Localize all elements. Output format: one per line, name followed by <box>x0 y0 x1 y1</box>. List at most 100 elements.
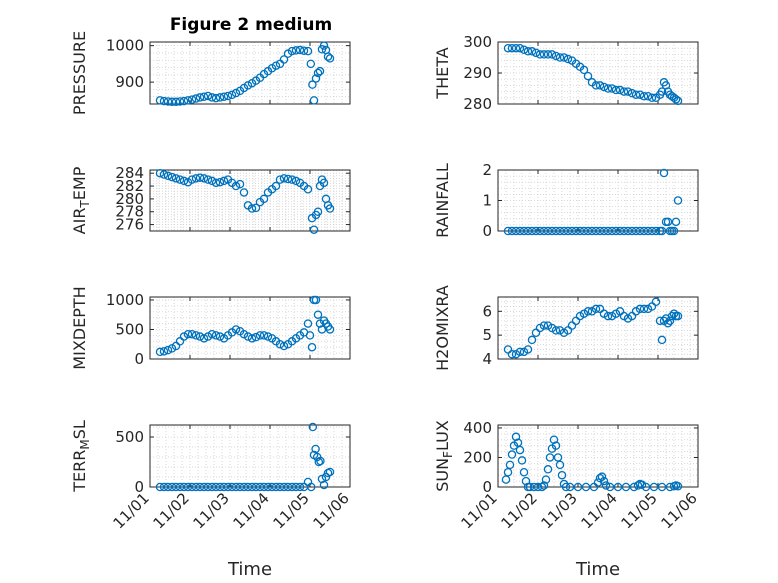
data-point <box>287 175 297 184</box>
data-point <box>515 226 525 236</box>
y-tick-label: 278 <box>115 203 144 221</box>
data-point <box>191 482 201 492</box>
data-point <box>607 226 617 236</box>
data-point <box>533 482 543 492</box>
data-point <box>631 90 641 99</box>
data-point <box>179 482 189 492</box>
series-markers <box>501 432 683 492</box>
data-point <box>259 331 269 340</box>
axes-background <box>150 297 350 359</box>
data-point <box>615 226 625 236</box>
data-point <box>215 482 225 492</box>
data-point <box>657 482 667 492</box>
data-point <box>621 482 631 492</box>
data-point <box>271 482 281 492</box>
data-point <box>615 85 625 95</box>
data-point <box>311 295 321 305</box>
data-point <box>163 97 173 106</box>
data-point <box>603 311 613 321</box>
data-point <box>537 482 547 492</box>
data-point <box>549 435 559 445</box>
data-point <box>207 482 217 492</box>
data-point <box>519 45 529 55</box>
data-point <box>539 321 549 330</box>
x-tick-label: 11/06 <box>310 489 353 532</box>
data-point <box>627 88 637 98</box>
data-point <box>559 53 569 62</box>
data-point <box>523 47 533 56</box>
data-point <box>555 460 565 470</box>
data-point <box>557 470 567 480</box>
data-point <box>603 84 613 93</box>
data-point <box>513 438 523 447</box>
data-point <box>219 482 229 492</box>
data-point <box>663 217 673 227</box>
data-point <box>308 422 318 432</box>
x-tick-label: 11/02 <box>150 489 193 532</box>
data-point <box>203 482 213 492</box>
data-point <box>595 81 605 90</box>
data-point <box>571 226 581 236</box>
data-point <box>633 481 643 490</box>
series-markers <box>155 168 335 234</box>
data-point <box>505 460 515 470</box>
subplot-rainfall: 0 1 2 RAINFALL <box>433 161 699 240</box>
data-point <box>529 482 539 492</box>
y-tick-label: 280 <box>115 190 144 208</box>
data-point <box>503 467 513 477</box>
data-point <box>187 95 197 104</box>
data-point <box>279 174 289 183</box>
y-tick-label: 0 <box>134 350 144 368</box>
data-point <box>545 453 555 462</box>
data-point <box>511 226 521 236</box>
data-point <box>279 341 289 351</box>
data-point <box>195 482 205 492</box>
data-point <box>579 226 589 236</box>
data-point <box>167 172 177 182</box>
data-point <box>207 93 217 102</box>
data-point <box>323 52 333 61</box>
data-point <box>187 175 197 184</box>
data-point <box>167 482 177 492</box>
data-point <box>203 91 213 101</box>
data-point <box>605 482 615 492</box>
data-point <box>187 329 197 339</box>
y-tick-label: 290 <box>463 64 492 82</box>
data-point <box>211 93 221 103</box>
y-axis-label: AIRTEMP <box>70 166 92 234</box>
y-tick-label: 300 <box>463 33 492 51</box>
data-point <box>575 226 585 236</box>
data-point <box>657 335 667 345</box>
figure-title: Figure 2 medium <box>170 15 332 35</box>
axes-background <box>150 42 350 104</box>
data-point <box>639 304 649 314</box>
data-point <box>283 482 293 492</box>
data-point <box>539 481 549 490</box>
data-point <box>287 46 297 56</box>
data-point <box>183 329 193 339</box>
data-point <box>669 226 679 236</box>
y-tick-label: 282 <box>115 177 144 195</box>
data-point <box>623 87 633 96</box>
data-point <box>515 347 525 357</box>
data-point <box>527 226 537 236</box>
data-point <box>539 226 549 236</box>
data-point <box>283 174 293 184</box>
data-point <box>657 226 667 236</box>
data-point <box>303 319 313 328</box>
data-point <box>325 325 335 334</box>
subplot-h2omixra: 4 5 6 H2OMIXRA <box>433 285 699 371</box>
data-point <box>591 304 601 314</box>
y-axis-label: TERRMSL <box>70 420 92 493</box>
y-axis-label: PRESSURE <box>70 31 89 115</box>
data-point <box>195 93 205 102</box>
data-point <box>503 43 513 53</box>
x-tick-label: 11/03 <box>538 489 581 532</box>
data-point <box>517 456 527 465</box>
data-point <box>563 226 573 236</box>
data-point <box>665 482 675 492</box>
data-point <box>659 168 669 178</box>
x-tick-label: 11/06 <box>658 489 701 532</box>
y-tick-label: 284 <box>115 164 144 182</box>
data-point <box>313 310 323 319</box>
